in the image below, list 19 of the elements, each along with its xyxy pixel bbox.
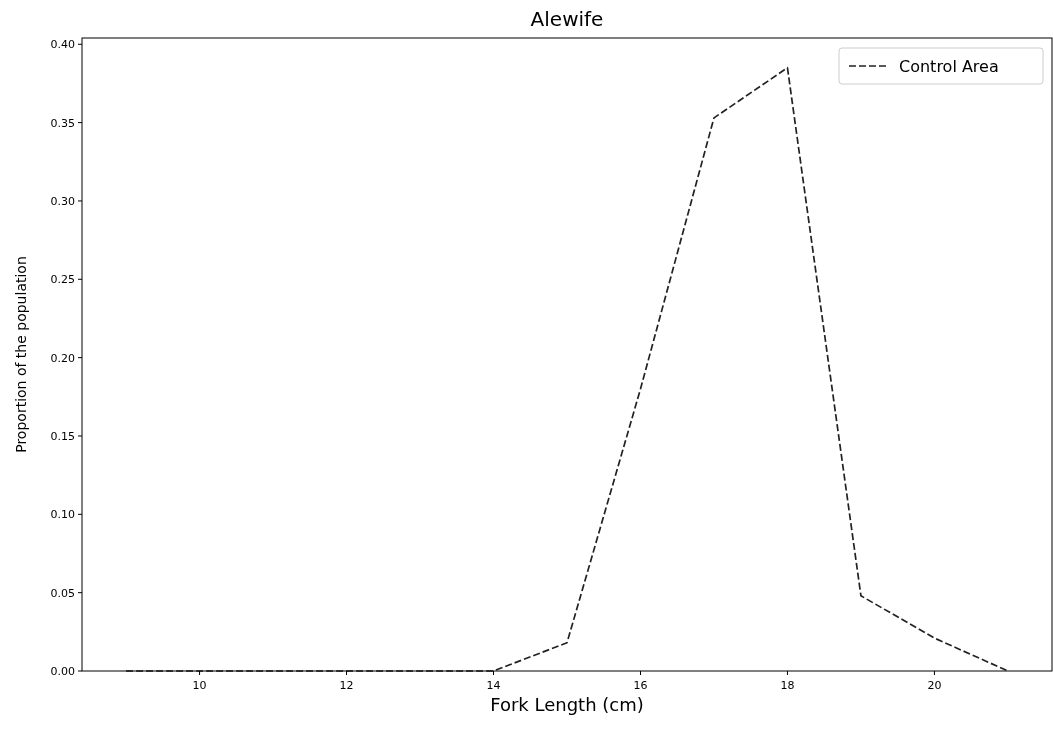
y-tick-label: 0.35 — [50, 116, 75, 130]
y-tick-label: 0.15 — [50, 429, 75, 443]
y-tick-label: 0.05 — [50, 586, 75, 600]
y-tick-label: 0.00 — [50, 665, 75, 678]
y-tick-label: 0.20 — [50, 351, 75, 365]
chart-title: Alewife — [530, 7, 604, 31]
x-tick-label: 16 — [633, 679, 648, 692]
y-tick-label: 0.10 — [50, 508, 75, 522]
x-tick-label: 20 — [927, 679, 942, 692]
y-tick-label: 0.30 — [50, 194, 75, 208]
x-tick-label: 10 — [192, 679, 207, 692]
x-tick-label: 14 — [486, 679, 501, 692]
x-axis-title: Fork Length (cm) — [490, 694, 644, 715]
x-tick-label: 12 — [339, 679, 354, 692]
y-tick-label: 0.40 — [50, 38, 75, 52]
y-axis-title: Proportion of the population — [13, 256, 29, 453]
y-tick-label: 0.25 — [50, 273, 75, 287]
x-tick-label: 18 — [780, 679, 795, 692]
legend-label: Control Area — [899, 57, 999, 76]
